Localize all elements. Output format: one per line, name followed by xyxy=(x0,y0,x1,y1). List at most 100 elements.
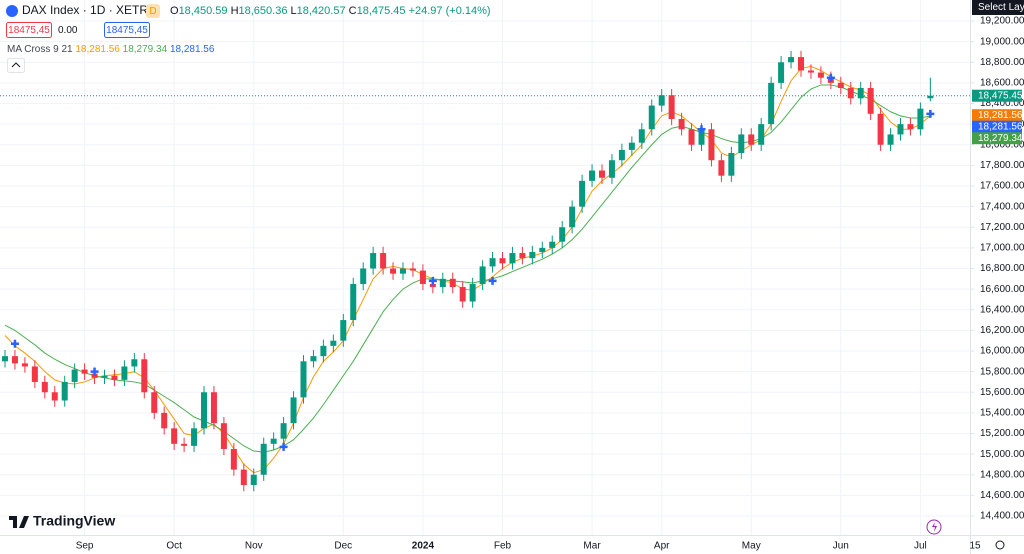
candle-body xyxy=(768,82,775,125)
indicator-name: MA Cross 9 21 xyxy=(7,44,73,55)
candle-body xyxy=(21,363,28,367)
event-bolt xyxy=(932,522,937,532)
price-tag-label: 18,281.56 xyxy=(978,110,1023,121)
candle-body xyxy=(638,129,645,143)
x-tick-label: 15 xyxy=(969,541,981,552)
x-tick-label: Jun xyxy=(833,541,849,552)
candle-body xyxy=(409,268,416,271)
candle-body xyxy=(758,124,765,145)
x-tick-label: Nov xyxy=(245,541,263,552)
y-tick-label: 14,800.00 xyxy=(980,469,1024,480)
candle-body xyxy=(907,124,914,130)
layout-button[interactable]: Select Layout xyxy=(978,2,1024,13)
candle-body xyxy=(469,283,476,302)
candle-body xyxy=(817,72,824,78)
candle-body xyxy=(837,82,844,89)
candle-body xyxy=(31,366,38,382)
y-tick-label: 17,600.00 xyxy=(980,181,1024,192)
x-tick-label: Apr xyxy=(654,541,670,552)
cross-marker xyxy=(926,109,935,118)
cross-marker xyxy=(697,125,706,134)
bid: 18475,45 xyxy=(8,25,50,36)
y-tick-label: 15,000.00 xyxy=(980,449,1024,460)
candle-body xyxy=(559,227,566,242)
y-tick-label: 15,600.00 xyxy=(980,387,1024,398)
ohlc-key: L xyxy=(291,5,297,17)
candle-body xyxy=(300,361,307,398)
candle-body xyxy=(738,134,745,153)
candle-body xyxy=(290,397,297,424)
candle-body xyxy=(608,160,615,178)
candle-body xyxy=(877,113,884,145)
collapse-button[interactable] xyxy=(7,58,25,73)
y-tick-label: 16,400.00 xyxy=(980,304,1024,315)
candle-body xyxy=(519,253,526,259)
moving-average xyxy=(4,84,931,453)
candle-body xyxy=(549,241,556,248)
candle-body xyxy=(589,170,596,181)
candle-body xyxy=(698,129,705,145)
candle-body xyxy=(101,375,108,378)
candle-body xyxy=(141,359,148,393)
indicator[interactable]: MA Cross 9 21 18,281.56 18,279.34 18,281… xyxy=(7,44,215,55)
ask: 18475,45 xyxy=(106,25,148,36)
moving-average xyxy=(4,65,931,474)
candle-body xyxy=(569,206,576,228)
candle-body xyxy=(449,278,456,288)
ohlc-key: O xyxy=(170,5,179,17)
x-tick-label: 2024 xyxy=(412,541,435,552)
change: +24.97 (+0.14%) xyxy=(409,5,491,17)
indicator-value: 18,281.56 xyxy=(170,44,215,55)
candle-body xyxy=(370,253,377,269)
candle-body xyxy=(2,356,8,362)
candle-body xyxy=(81,369,88,374)
ohlc-value: 18,475.45 xyxy=(357,5,406,17)
ohlc-value: 18,450.59 xyxy=(179,5,228,17)
candle-body xyxy=(390,268,397,274)
y-tick-label: 18,400.00 xyxy=(980,98,1024,109)
x-tick-label: Feb xyxy=(494,541,512,552)
candle-body xyxy=(41,381,48,393)
candle-body xyxy=(499,258,506,264)
cross-marker xyxy=(428,276,437,285)
symbol[interactable]: DAX Index · 1D · XETR xyxy=(22,3,148,17)
candle-body xyxy=(718,160,725,176)
candle-body xyxy=(897,124,904,135)
x-tick-label: Jul xyxy=(914,541,927,552)
candle-body xyxy=(240,469,247,486)
y-tick-label: 14,600.00 xyxy=(980,490,1024,501)
sell-box[interactable] xyxy=(6,22,52,38)
candle-body xyxy=(61,381,68,401)
candle-body xyxy=(270,438,277,444)
x-tick-label: May xyxy=(742,541,761,552)
candle-body xyxy=(11,356,18,364)
grid xyxy=(0,0,970,535)
candle-body xyxy=(400,268,406,274)
y-tick-label: 16,600.00 xyxy=(980,284,1024,295)
price-tag xyxy=(972,120,1022,133)
candle-body xyxy=(688,129,695,145)
candle-body xyxy=(857,88,864,99)
candle-body xyxy=(599,170,605,178)
x-tick-label: Oct xyxy=(166,541,182,552)
candle-body xyxy=(618,149,625,161)
x-tick-label: Sep xyxy=(76,541,94,552)
candle-body xyxy=(489,258,496,267)
y-tick-label: 18,600.00 xyxy=(980,78,1024,89)
cross-marker xyxy=(279,442,288,451)
cross-marker xyxy=(10,339,19,348)
layout-button-bg[interactable] xyxy=(972,0,1024,15)
candle-body xyxy=(230,448,237,470)
candle-body xyxy=(210,392,217,424)
settings-icon[interactable] xyxy=(995,540,1005,550)
y-tick-label: 16,000.00 xyxy=(980,346,1024,357)
y-tick-label: 18,800.00 xyxy=(980,57,1024,68)
candle-body xyxy=(509,253,516,264)
candle-body xyxy=(111,375,118,380)
candle-body xyxy=(280,423,287,439)
candle-body xyxy=(539,247,546,252)
candle-body xyxy=(778,62,785,83)
candle-body xyxy=(917,108,924,130)
buy-box[interactable] xyxy=(104,22,150,38)
